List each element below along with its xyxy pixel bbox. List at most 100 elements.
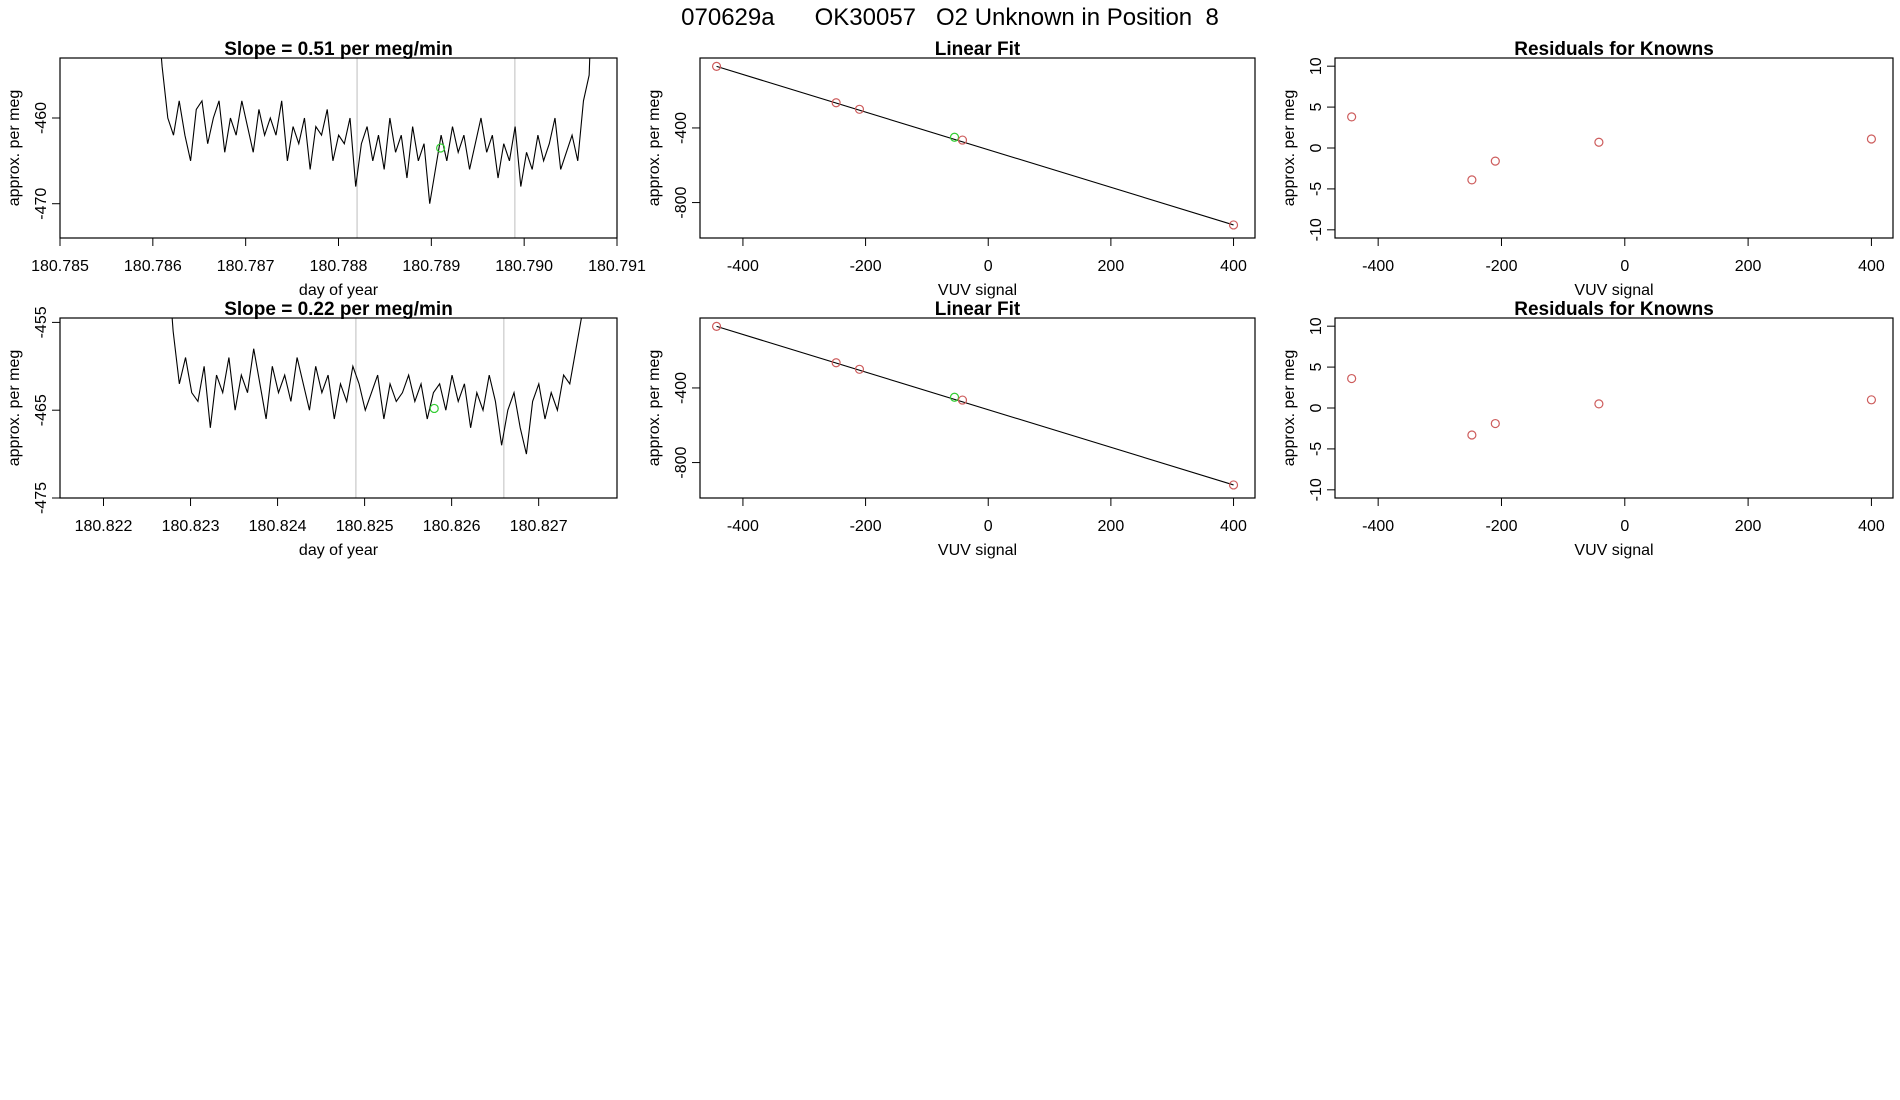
y-tick-label: -400 [673, 372, 690, 404]
y-tick-label: -10 [1308, 218, 1325, 241]
residual-point [1594, 137, 1604, 147]
residual-point [1347, 373, 1357, 384]
x-tick-label: 180.824 [249, 518, 307, 535]
y-tick-label: -800 [673, 186, 690, 218]
x-tick-label: 400 [1220, 518, 1247, 535]
series-line [171, 318, 582, 455]
panel-title: Linear Fit [935, 299, 1021, 320]
known-point [854, 364, 865, 374]
figure-title: 070629a OK30057 O2 Unknown in Position 8 [681, 4, 1219, 31]
residual-point [1866, 395, 1877, 405]
known-point [711, 61, 722, 71]
panels: Slope = 0.51 per meg/min day of year appro… [6, 39, 1894, 559]
panel-title: Residuals for Knowns [1514, 299, 1714, 320]
plot-frame [59, 317, 618, 499]
y-tick-label: -460 [33, 102, 50, 134]
x-tick-label: -400 [727, 518, 759, 535]
y-axis-label: approx. per meg [1281, 90, 1298, 207]
known-point [854, 104, 865, 114]
x-tick-label: 180.787 [217, 258, 275, 275]
plot-area [711, 321, 1239, 490]
chart-panel-4: Slope = 0.22 per meg/min day of year appro… [6, 299, 618, 559]
x-axis-label: VUV signal [1574, 542, 1653, 559]
y-axis-label: approx. per meg [6, 90, 23, 207]
x-tick-label: 180.790 [495, 258, 553, 275]
y-tick-label: -800 [673, 446, 690, 478]
panel-title: Linear Fit [935, 39, 1021, 60]
residual-point [1467, 430, 1477, 440]
fit-line [716, 325, 1234, 486]
x-tick-label: 180.826 [423, 518, 481, 535]
x-tick-label: -400 [1362, 518, 1394, 535]
x-tick-label: 180.786 [124, 258, 182, 275]
panel-title: Residuals for Knowns [1514, 39, 1714, 60]
x-tick-label: -400 [727, 258, 759, 275]
known-point [831, 358, 841, 368]
unknown-point [949, 392, 960, 402]
plot-area [171, 318, 582, 498]
x-tick-label: 400 [1220, 258, 1247, 275]
panel-title: Slope = 0.51 per meg/min [224, 39, 453, 60]
x-tick-label: 180.789 [402, 258, 460, 275]
x-tick-label: 180.791 [588, 258, 646, 275]
x-tick-label: -200 [1485, 258, 1517, 275]
y-tick-label: -455 [33, 306, 50, 338]
x-tick-label: 0 [1620, 518, 1629, 535]
chart-panel-6: Residuals for Knowns VUV signal approx. pe… [1281, 299, 1894, 559]
y-axis-label: approx. per meg [1281, 350, 1298, 467]
known-point [711, 321, 722, 331]
residual-point [1347, 112, 1357, 122]
plot-area [160, 58, 591, 238]
unknown-point [436, 143, 446, 153]
y-tick-label: -10 [1308, 478, 1325, 501]
y-tick-label: 10 [1308, 317, 1325, 335]
x-axis-label: day of year [299, 282, 379, 299]
panel-title: Slope = 0.22 per meg/min [224, 299, 453, 320]
known-point [1228, 480, 1239, 490]
x-tick-label: 180.822 [75, 518, 133, 535]
x-axis-label: VUV signal [1574, 282, 1653, 299]
plot-area [711, 61, 1239, 230]
residual-point [1490, 418, 1500, 429]
y-tick-label: 0 [1308, 403, 1325, 412]
residual-point [1594, 399, 1604, 409]
x-axis-label: VUV signal [938, 542, 1017, 559]
chart-panel-1: Slope = 0.51 per meg/min day of year appro… [6, 39, 646, 299]
x-tick-label: 180.825 [336, 518, 394, 535]
unknown-point [949, 132, 960, 142]
y-tick-label: -5 [1308, 182, 1325, 196]
known-point [957, 135, 968, 145]
y-tick-label: 0 [1308, 143, 1325, 152]
y-axis-label: approx. per meg [646, 90, 663, 207]
residual-point [1490, 156, 1500, 166]
y-tick-label: -465 [33, 394, 50, 426]
plot-area [1347, 373, 1877, 440]
x-tick-label: 200 [1098, 258, 1125, 275]
x-axis-label: VUV signal [938, 282, 1017, 299]
unknown-point [429, 403, 439, 414]
y-tick-label: 5 [1308, 103, 1325, 112]
plot-frame [1334, 317, 1894, 499]
x-tick-label: -200 [1485, 518, 1517, 535]
x-tick-label: 200 [1735, 518, 1762, 535]
plot-frame [699, 57, 1256, 239]
x-tick-label: 400 [1858, 258, 1885, 275]
y-tick-label: 5 [1308, 363, 1325, 372]
residual-point [1866, 134, 1877, 144]
x-tick-label: 180.788 [310, 258, 368, 275]
x-tick-label: -400 [1362, 258, 1394, 275]
x-tick-label: 0 [1620, 258, 1629, 275]
chart-panel-3: Residuals for Knowns VUV signal approx. pe… [1281, 39, 1894, 299]
x-tick-label: -200 [850, 258, 882, 275]
chart-panel-2: Linear Fit VUV signal approx. per meg -400 -… [646, 39, 1256, 299]
fit-line [716, 65, 1234, 226]
residual-point [1467, 175, 1477, 185]
y-tick-label: -470 [33, 188, 50, 220]
y-tick-label: 10 [1308, 57, 1325, 75]
y-axis-label: approx. per meg [6, 350, 23, 467]
series-line [160, 58, 591, 204]
plot-frame [1334, 57, 1894, 239]
known-point [957, 395, 968, 405]
